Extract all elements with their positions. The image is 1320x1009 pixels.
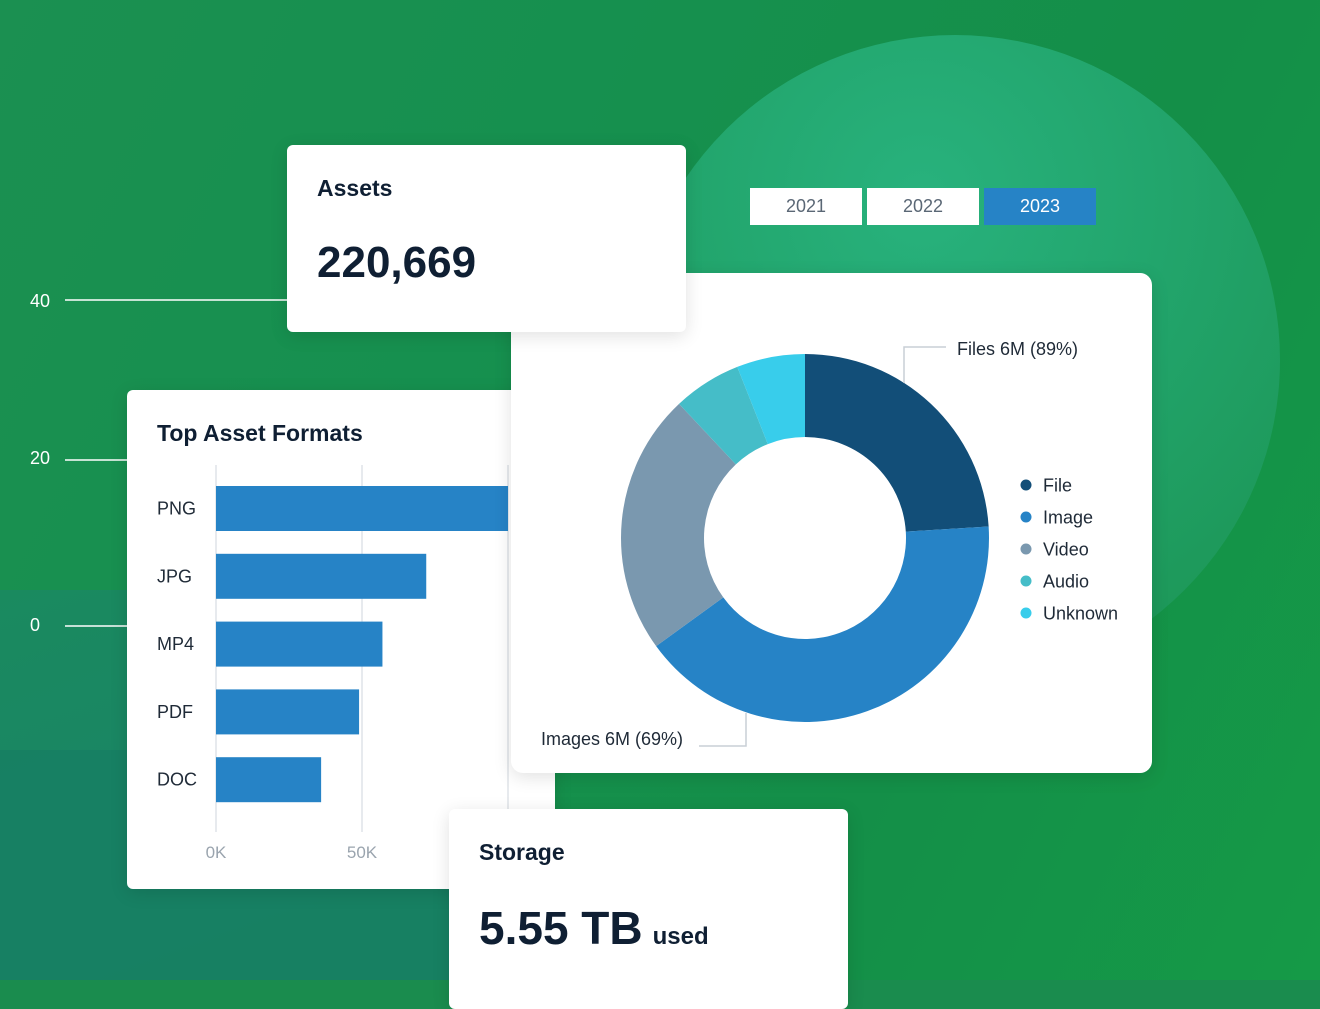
legend-swatch-image bbox=[1020, 511, 1032, 523]
legend-label-unknown: Unknown bbox=[1043, 604, 1118, 624]
storage-value: 5.55 TB used bbox=[479, 901, 709, 955]
annotation-files: Files 6M (89%) bbox=[957, 339, 1078, 359]
bar-png bbox=[216, 486, 508, 531]
donut-slice-image bbox=[656, 526, 989, 723]
background-axis-gridline bbox=[65, 459, 130, 461]
legend-swatch-unknown bbox=[1020, 607, 1032, 619]
donut-chart: File Image Video Audio Unknown Files 6M (89%)… bbox=[541, 339, 1118, 749]
assets-count: 220,669 bbox=[317, 238, 477, 287]
background-axis-gridline bbox=[65, 299, 290, 301]
background-axis-gridline bbox=[65, 625, 130, 627]
annotation-images: Images 6M (69%) bbox=[541, 729, 683, 749]
annotation-leader-files bbox=[903, 346, 946, 383]
legend-swatch-video bbox=[1020, 543, 1032, 555]
bar-category-label: PDF bbox=[157, 702, 193, 722]
bar-mp4 bbox=[216, 621, 383, 667]
donut-slice-audio bbox=[679, 366, 768, 465]
donut-slice-video bbox=[621, 403, 736, 647]
donut-slice-unknown bbox=[737, 354, 805, 445]
legend-label-video: Video bbox=[1043, 540, 1089, 560]
storage-unit: used bbox=[652, 923, 709, 950]
bar-category-label: MP4 bbox=[157, 634, 194, 654]
year-tab-2022[interactable]: 2022 bbox=[867, 188, 979, 225]
assets-title: Assets bbox=[317, 175, 393, 201]
background-axis-tick-40: 40 bbox=[30, 291, 51, 311]
donut-slice-file bbox=[805, 354, 989, 532]
storage-card: Storage 5.55 TB used bbox=[449, 809, 848, 1009]
assets-card: Assets 220,669 bbox=[287, 145, 686, 332]
legend-swatch-audio bbox=[1020, 575, 1032, 587]
bar-doc bbox=[216, 757, 322, 803]
top-asset-formats-title: Top Asset Formats bbox=[157, 420, 363, 446]
bar-category-label: JPG bbox=[157, 566, 192, 586]
year-tab-2023[interactable]: 2023 bbox=[984, 188, 1096, 225]
asset-types-card: File Image Video Audio Unknown Files 6M (89%)… bbox=[511, 273, 1152, 773]
background-axis-tick-0: 0 bbox=[30, 615, 41, 635]
annotation-leader-images bbox=[699, 713, 747, 747]
storage-amount: 5.55 TB bbox=[479, 902, 643, 954]
bar-jpg bbox=[216, 553, 427, 599]
top-asset-formats-card: Top Asset Formats PNG JPG MP4 PDF DOC 0K 50K bbox=[127, 390, 555, 889]
bar-category-label: DOC bbox=[157, 770, 197, 790]
legend-label-image: Image bbox=[1043, 508, 1093, 528]
bar-chart: PNG JPG MP4 PDF DOC 0K 50K bbox=[157, 465, 509, 862]
legend-label-audio: Audio bbox=[1043, 572, 1089, 592]
year-tab-2021[interactable]: 2021 bbox=[750, 188, 862, 225]
legend-swatch-file bbox=[1020, 479, 1032, 491]
storage-title: Storage bbox=[479, 839, 565, 865]
legend-label-file: File bbox=[1043, 476, 1072, 496]
bar-pdf bbox=[216, 689, 360, 735]
background-axis-tick-20: 20 bbox=[30, 448, 51, 468]
bar-category-label: PNG bbox=[157, 499, 196, 519]
bar-x-tick-label: 0K bbox=[206, 843, 227, 862]
bar-x-tick-label: 50K bbox=[347, 843, 378, 862]
